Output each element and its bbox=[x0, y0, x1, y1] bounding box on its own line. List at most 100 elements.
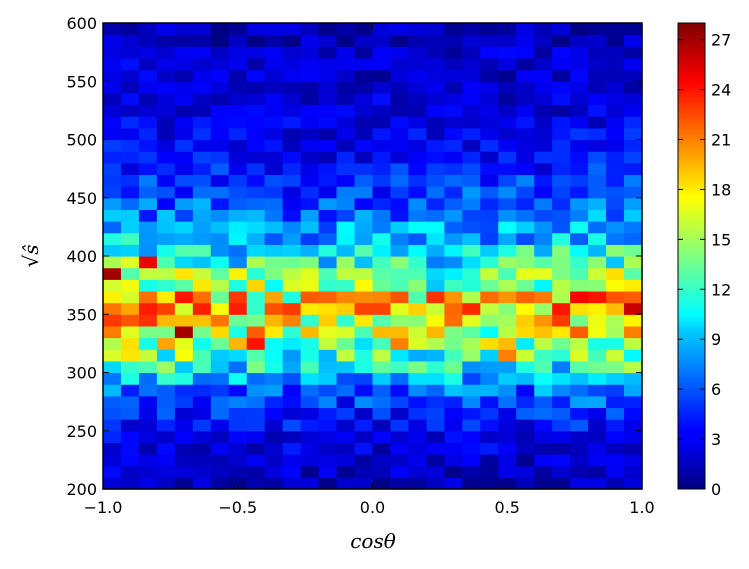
heatmap-cell bbox=[372, 104, 392, 117]
heatmap-cell bbox=[498, 69, 517, 82]
heatmap-cell bbox=[336, 151, 356, 164]
heatmap-cell bbox=[534, 407, 553, 420]
heatmap-cell bbox=[246, 151, 266, 164]
heatmap-cell bbox=[570, 337, 589, 350]
y-tick-label: 600 bbox=[66, 14, 97, 33]
heatmap-cell bbox=[480, 372, 499, 385]
heatmap-cell bbox=[336, 337, 356, 350]
heatmap-cell bbox=[480, 337, 499, 350]
heatmap-cell bbox=[138, 151, 158, 164]
heatmap-cell bbox=[156, 46, 176, 59]
heatmap-cell bbox=[516, 244, 535, 257]
heatmap-cell bbox=[444, 162, 463, 176]
heatmap-cell bbox=[192, 325, 212, 339]
heatmap-cell bbox=[300, 23, 320, 36]
heatmap-cell bbox=[426, 69, 445, 82]
heatmap-cell bbox=[138, 395, 158, 409]
heatmap-cell bbox=[120, 34, 140, 47]
heatmap-cell bbox=[246, 46, 266, 59]
heatmap-cell bbox=[552, 221, 571, 234]
heatmap-cell bbox=[228, 92, 248, 106]
heatmap-cell bbox=[516, 151, 535, 164]
heatmap-cell bbox=[462, 209, 481, 222]
heatmap-cell bbox=[588, 349, 607, 362]
heatmap-cell bbox=[336, 23, 356, 36]
heatmap-cell bbox=[372, 302, 392, 315]
heatmap-cell bbox=[390, 395, 410, 409]
heatmap-cell bbox=[174, 384, 194, 397]
colorbar-tick-label: 27 bbox=[711, 31, 731, 50]
heatmap-cell bbox=[462, 104, 481, 117]
heatmap-cell bbox=[300, 174, 320, 187]
heatmap-cell bbox=[120, 69, 140, 82]
heatmap-cell bbox=[192, 221, 212, 234]
heatmap-cell bbox=[516, 349, 535, 362]
heatmap-cell bbox=[390, 267, 410, 280]
heatmap-cell bbox=[570, 209, 589, 222]
heatmap-cell bbox=[138, 232, 158, 245]
heatmap-cell bbox=[516, 454, 535, 467]
heatmap-cell bbox=[498, 407, 517, 420]
heatmap-cell bbox=[354, 407, 374, 420]
heatmap-cell bbox=[606, 127, 625, 141]
heatmap-cell bbox=[462, 162, 481, 176]
heatmap-cell bbox=[588, 104, 607, 117]
heatmap-cell bbox=[372, 139, 392, 152]
heatmap-cell bbox=[426, 360, 445, 374]
heatmap-cell bbox=[498, 360, 517, 374]
heatmap-cell bbox=[426, 104, 445, 117]
heatmap-cell bbox=[192, 92, 212, 106]
heatmap-cell bbox=[462, 186, 481, 199]
y-axis-label: √ŝ bbox=[19, 244, 43, 267]
heatmap-cell bbox=[156, 209, 176, 222]
heatmap-cell bbox=[498, 244, 517, 257]
heatmap-cell bbox=[624, 256, 643, 269]
heatmap-cell bbox=[336, 162, 356, 176]
heatmap-cell bbox=[426, 430, 445, 443]
heatmap-cells bbox=[103, 23, 643, 490]
heatmap-cell bbox=[624, 23, 643, 36]
heatmap-cell bbox=[354, 232, 374, 245]
heatmap-cell bbox=[228, 314, 248, 327]
heatmap-cell bbox=[390, 372, 410, 385]
heatmap-cell bbox=[444, 454, 463, 467]
heatmap-cell bbox=[408, 454, 427, 467]
heatmap-cell bbox=[498, 162, 517, 176]
heatmap-cell bbox=[156, 186, 176, 199]
heatmap-cell bbox=[444, 174, 463, 187]
heatmap-cell bbox=[120, 337, 140, 350]
heatmap-cell bbox=[570, 267, 589, 280]
heatmap-cell bbox=[300, 244, 320, 257]
heatmap-cell bbox=[354, 139, 374, 152]
heatmap-cell bbox=[624, 302, 643, 315]
heatmap-cell bbox=[228, 302, 248, 315]
heatmap-cell bbox=[426, 209, 445, 222]
heatmap-cell bbox=[228, 23, 248, 36]
y-tick-label: 550 bbox=[66, 72, 97, 91]
heatmap-cell bbox=[336, 290, 356, 304]
heatmap-cell bbox=[228, 407, 248, 420]
heatmap-cell bbox=[228, 465, 248, 478]
heatmap-cell bbox=[552, 302, 571, 315]
heatmap-cell bbox=[534, 442, 553, 455]
heatmap-cell bbox=[103, 46, 122, 59]
heatmap-cell bbox=[624, 419, 643, 432]
heatmap-cell bbox=[138, 197, 158, 210]
heatmap-cell bbox=[138, 186, 158, 199]
heatmap-cell bbox=[570, 465, 589, 478]
heatmap-cell bbox=[390, 349, 410, 362]
heatmap-cell bbox=[354, 23, 374, 36]
heatmap-cell bbox=[606, 46, 625, 59]
heatmap-cell bbox=[156, 360, 176, 374]
heatmap-cell bbox=[174, 104, 194, 117]
heatmap-cell bbox=[318, 34, 338, 47]
heatmap-cell bbox=[552, 442, 571, 455]
heatmap-cell bbox=[480, 81, 499, 94]
heatmap-cell bbox=[426, 419, 445, 432]
heatmap-cell bbox=[498, 372, 517, 385]
heatmap-cell bbox=[588, 46, 607, 59]
heatmap-cell bbox=[174, 221, 194, 234]
heatmap-cell bbox=[156, 430, 176, 443]
heatmap-cell bbox=[300, 349, 320, 362]
heatmap-cell bbox=[552, 151, 571, 164]
